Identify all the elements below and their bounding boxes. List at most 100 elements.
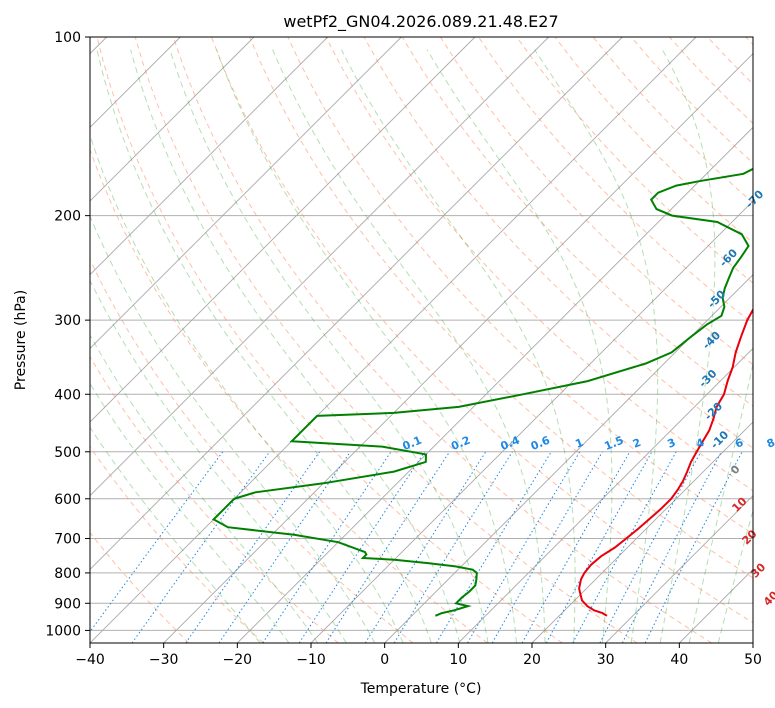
x-tick-label: −30 (149, 652, 179, 668)
mixing-ratio-line (185, 451, 321, 643)
x-tick-label: 20 (523, 652, 541, 668)
x-tick-label: −20 (223, 652, 253, 668)
isotherm-line (605, 495, 753, 643)
dry-adiabat-line (90, 355, 339, 643)
isotherm-line (458, 347, 753, 643)
mixing-ratio-line (599, 451, 702, 643)
isotherm-line (531, 421, 753, 643)
moist-adiabat-line (659, 49, 716, 643)
mixing-ratio-label: 3 (665, 436, 677, 451)
x-tick-label: 40 (670, 652, 688, 668)
isohume-label: -60 (717, 246, 740, 269)
isohume-label: -20 (702, 399, 725, 422)
mixing-ratio-line (90, 451, 224, 633)
isotherm-line (163, 53, 753, 643)
dry-adiabat-line (90, 258, 414, 643)
mixing-ratio-label: 0.6 (529, 434, 552, 453)
x-tick-label: 30 (597, 652, 615, 668)
moist-adiabat-line (90, 426, 261, 643)
mixing-ratio-line (131, 451, 271, 643)
moist-adiabat-line (534, 49, 659, 643)
moist-adiabat-line (90, 334, 319, 643)
dry-adiabat-line (745, 37, 753, 46)
dry-adiabat-line (516, 37, 753, 284)
dry-adiabat-line (172, 37, 712, 643)
mixing-ratio-line (218, 451, 351, 643)
moist-adiabat-line (130, 49, 461, 643)
mixing-ratio-line (572, 451, 677, 643)
isotherm-line (90, 37, 402, 349)
isotherm-line (237, 126, 753, 643)
isohume-label: -30 (696, 367, 719, 390)
moist-adiabat-line (688, 361, 753, 643)
dry-adiabat-line (669, 37, 753, 125)
mixing-ratio-line (545, 451, 653, 643)
mixing-ratio-line (298, 451, 426, 643)
dry-adiabat-line (401, 37, 753, 407)
mixing-ratio-label: 0.1 (401, 434, 424, 453)
mixing-ratio-line (364, 451, 487, 643)
mixing-ratio-line (644, 451, 743, 643)
mixing-ratio-label: 1.5 (603, 434, 626, 453)
dry-adiabat-label: 40 (761, 588, 775, 608)
x-tick-label: −40 (75, 652, 105, 668)
isotherm-line (90, 37, 255, 202)
y-tick-label: 500 (54, 445, 81, 461)
dry-adiabat-label: 10 (729, 494, 749, 514)
mixing-ratio-line (521, 451, 631, 643)
x-tick-label: 50 (744, 652, 762, 668)
dry-adiabat-line (90, 148, 488, 643)
isotherm-line (90, 37, 328, 276)
isohume-label: -10 (708, 428, 731, 451)
y-tick-label: 600 (54, 492, 81, 508)
y-tick-label: 900 (54, 596, 81, 612)
isotherm-line (90, 37, 697, 643)
mixing-ratio-label: 0.2 (449, 434, 472, 453)
moist-adiabat-line (90, 279, 347, 643)
mixing-ratio-line (262, 451, 392, 643)
moist-adiabat-line (216, 49, 517, 643)
isotherm-line (90, 37, 476, 423)
mixing-ratio-label: 6 (733, 436, 745, 451)
y-tick-label: 700 (54, 532, 81, 548)
plot-frame (89, 36, 754, 644)
isohume-label: -80 (772, 131, 775, 154)
x-tick-label: 0 (380, 652, 389, 668)
y-tick-label: 200 (54, 209, 81, 225)
moist-adiabat-line (169, 49, 489, 643)
mixing-ratio-line (435, 451, 552, 643)
y-tick-label: 400 (54, 387, 81, 403)
dry-adiabat-line (249, 37, 753, 579)
y-axis-label: Pressure (hPa) (13, 290, 29, 390)
isotherm-line (90, 37, 623, 570)
mixing-ratio-label: 1 (573, 436, 585, 451)
dewpoint-line (211, 167, 753, 617)
dry-adiabat-line (134, 37, 638, 643)
isotherm-line (679, 568, 753, 643)
dry-adiabat-label: 20 (740, 527, 760, 547)
x-tick-label: 10 (449, 652, 467, 668)
mixing-ratio-label: 2 (631, 436, 643, 451)
dry-adiabat-line (287, 37, 753, 535)
x-axis-label: Temperature (°C) (360, 681, 482, 697)
dry-adiabat-line (211, 37, 753, 624)
y-tick-label: 1000 (45, 623, 81, 639)
moist-adiabat-line (426, 49, 613, 643)
moist-adiabat-line (340, 49, 576, 643)
dry-adiabat-line (592, 37, 753, 204)
dry-adiabat-line (478, 37, 753, 325)
dry-adiabat-line (90, 531, 190, 643)
chart-title: wetPf2_GN04.2026.089.21.48.E27 (283, 12, 558, 32)
moist-adiabat-line (90, 133, 404, 643)
mixing-ratio-label: 8 (765, 436, 775, 451)
isotherm-line (752, 642, 753, 643)
isotherm-line (90, 37, 549, 497)
mixing-ratio-line (325, 451, 451, 643)
moist-adiabat-line (717, 508, 753, 643)
x-tick-label: −10 (296, 652, 326, 668)
mixing-ratio-label: 0.4 (499, 434, 522, 453)
temperature-line (578, 307, 753, 617)
dry-adiabat-line (96, 37, 563, 643)
dry-adiabat-line (439, 37, 753, 366)
